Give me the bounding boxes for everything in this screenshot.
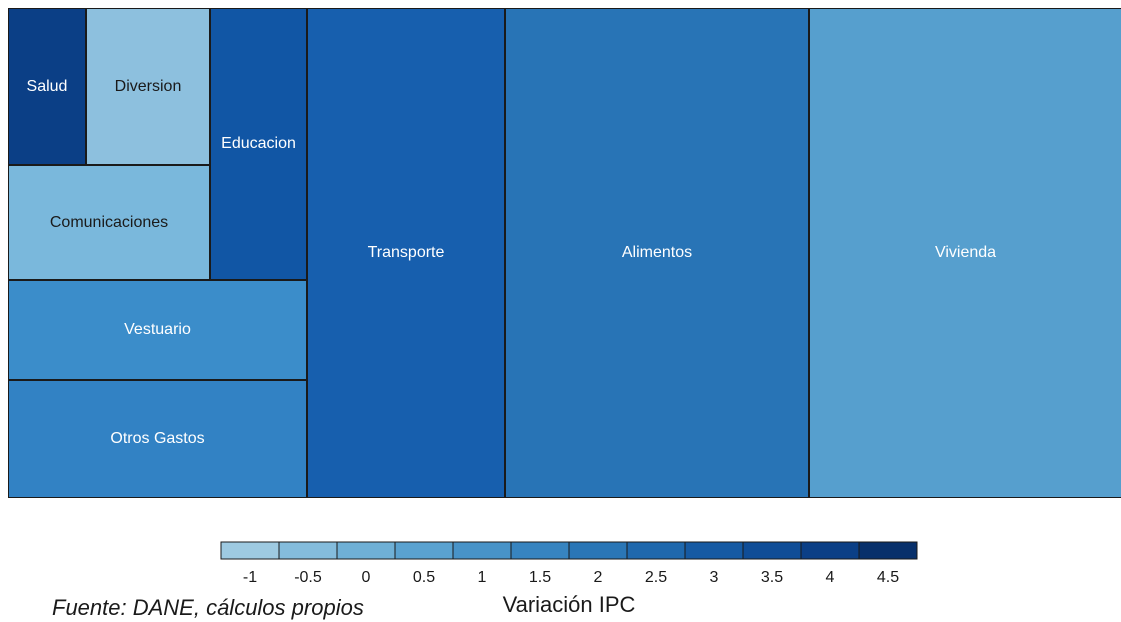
tile-label: Transporte — [367, 244, 445, 261]
legend-title: Variación IPC — [503, 592, 636, 617]
tile-transporte: Transporte — [307, 8, 505, 498]
tile-salud: Salud — [8, 8, 86, 165]
legend-swatch — [220, 541, 280, 560]
legend-swatch — [394, 541, 454, 560]
legend-tick-label: 3 — [710, 569, 719, 586]
legend-tick-label: 3.5 — [761, 569, 783, 586]
legend-swatch — [278, 541, 338, 560]
tile-educacion: Educacion — [210, 8, 307, 280]
tile-alimentos: Alimentos — [505, 8, 809, 498]
tile-otros-gastos: Otros Gastos — [8, 380, 307, 498]
tile-comunicaciones: Comunicaciones — [8, 165, 210, 280]
source-footnote: Fuente: DANE, cálculos propios — [52, 595, 364, 620]
legend-swatch — [336, 541, 396, 560]
legend-tick-label: 4 — [826, 569, 835, 586]
tile-vivienda: Vivienda — [809, 8, 1121, 498]
legend-swatch — [452, 541, 512, 560]
tile-label: Educacion — [221, 135, 296, 152]
tile-label: Salud — [26, 77, 68, 95]
legend-tick-label: 4.5 — [877, 569, 899, 586]
legend-tick-label: -0.5 — [294, 569, 322, 586]
legend-swatch — [568, 541, 628, 560]
tile-label: Vivienda — [934, 244, 997, 261]
legend-tick-label: 2 — [594, 569, 603, 586]
tile-label: Comunicaciones — [49, 213, 169, 231]
legend-tick-label: 1.5 — [529, 569, 551, 586]
legend-tick-label: 1 — [478, 569, 487, 586]
legend-swatch — [800, 541, 860, 560]
color-legend: -1 -0.5 0 0.5 1 1.5 2 2.5 3 3.5 4 4.5 Variación IPC — [220, 541, 918, 617]
tile-label: Otros Gastos — [110, 430, 205, 447]
legend-tick-label: -1 — [243, 569, 257, 586]
tile-label: Vestuario — [124, 321, 191, 338]
tile-label: Alimentos — [621, 244, 693, 261]
legend-swatch — [858, 541, 918, 560]
tile-diversion: Diversion — [86, 8, 210, 165]
legend-tick-label: 0 — [362, 569, 371, 586]
legend-tick-label: 0.5 — [413, 569, 435, 586]
tile-label: Diversion — [114, 77, 182, 95]
legend-swatch — [626, 541, 686, 560]
tile-vestuario: Vestuario — [8, 280, 307, 380]
legend-swatch — [510, 541, 570, 560]
legend-tick-label: 2.5 — [645, 569, 667, 586]
legend-swatch — [742, 541, 802, 560]
legend-swatch — [684, 541, 744, 560]
treemap: Salud Diversion Educacion Comunicaciones Ves… — [8, 8, 1121, 498]
